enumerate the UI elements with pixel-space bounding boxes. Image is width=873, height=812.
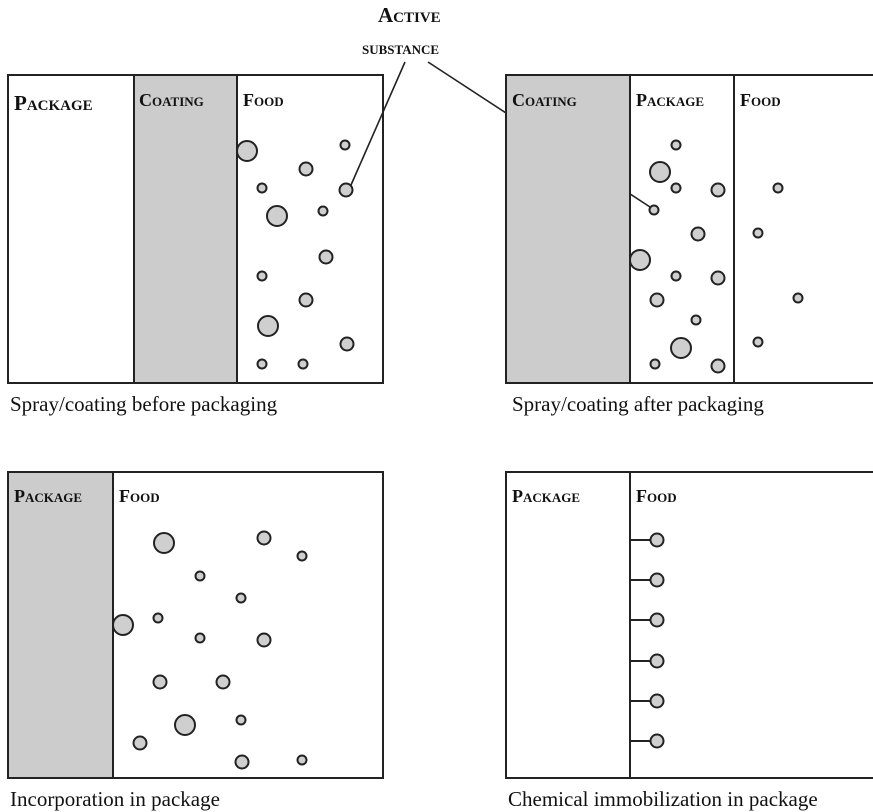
particle (649, 532, 665, 548)
callout-label-line2: substance (362, 38, 439, 58)
particle (752, 336, 764, 348)
particle (297, 358, 309, 370)
particle (152, 674, 168, 690)
particle (256, 182, 268, 194)
particle (174, 714, 196, 736)
immobilized-particles (630, 532, 665, 749)
particle (266, 205, 288, 227)
particle (338, 182, 354, 198)
particle (710, 182, 726, 198)
particle (256, 632, 272, 648)
particle (235, 714, 247, 726)
particle (296, 754, 308, 766)
particle (317, 205, 329, 217)
particle (153, 532, 175, 554)
particle (234, 754, 250, 770)
particle (298, 161, 314, 177)
food-label: Food (636, 486, 677, 506)
panel-caption: Incorporation in package (10, 787, 220, 811)
particle (112, 614, 134, 636)
coating-layer (506, 75, 630, 383)
panel-spray-after: Coating Package Food Spray/coating after… (505, 74, 873, 416)
coating-layer (134, 75, 237, 383)
particle (649, 733, 665, 749)
callout-leader-left (350, 61, 406, 186)
panel-caption: Spray/coating after packaging (512, 392, 764, 416)
package-label: Package (14, 486, 82, 506)
package-layer (8, 472, 113, 778)
particle (649, 653, 665, 669)
particle (710, 358, 726, 374)
particle (298, 292, 314, 308)
panel-frame (505, 471, 873, 779)
panel-spray-before: Package Coating Food Spray/coating befor… (7, 74, 384, 416)
panel-frame (7, 471, 384, 779)
particle (649, 292, 665, 308)
particle (690, 314, 702, 326)
particle (215, 674, 231, 690)
particle (670, 337, 692, 359)
panel-frame (505, 74, 873, 384)
particle (649, 161, 671, 183)
particle (752, 227, 764, 239)
particle (649, 693, 665, 709)
food-label: Food (243, 90, 284, 110)
particle (710, 270, 726, 286)
particle (772, 182, 784, 194)
panel-immobilization: Package Food Chemical immobilization in … (505, 471, 873, 811)
particle (649, 612, 665, 628)
particle (256, 270, 268, 282)
particle (339, 139, 351, 151)
particle (152, 612, 164, 624)
active-particles (112, 530, 308, 770)
particle (670, 182, 682, 194)
particle (194, 570, 206, 582)
active-particles (629, 139, 804, 374)
particle (649, 358, 661, 370)
coating-label: Coating (139, 90, 204, 110)
particle (649, 572, 665, 588)
package-label: Package (512, 486, 580, 506)
particle (296, 550, 308, 562)
food-label: Food (740, 90, 781, 110)
package-label: Package (14, 91, 93, 115)
active-particles (236, 139, 355, 370)
particle (235, 592, 247, 604)
particle (318, 249, 334, 265)
particle (256, 530, 272, 546)
panel-caption: Chemical immobilization in package (508, 787, 818, 811)
coating-label: Coating (512, 90, 577, 110)
particle (256, 358, 268, 370)
particle (670, 270, 682, 282)
particle (629, 249, 651, 271)
particle (132, 735, 148, 751)
particle (670, 139, 682, 151)
particle (257, 315, 279, 337)
panel-frame (7, 74, 384, 384)
particle (690, 226, 706, 242)
particle (648, 204, 660, 216)
particle (236, 140, 258, 162)
particle (792, 292, 804, 304)
particle (339, 336, 355, 352)
particle (194, 632, 206, 644)
callout-label-line1: Active (378, 3, 441, 27)
panel-incorporation: Package Food Incorporation in package (7, 471, 384, 811)
food-label: Food (119, 486, 160, 506)
package-label: Package (636, 90, 704, 110)
panel-caption: Spray/coating before packaging (10, 392, 278, 416)
